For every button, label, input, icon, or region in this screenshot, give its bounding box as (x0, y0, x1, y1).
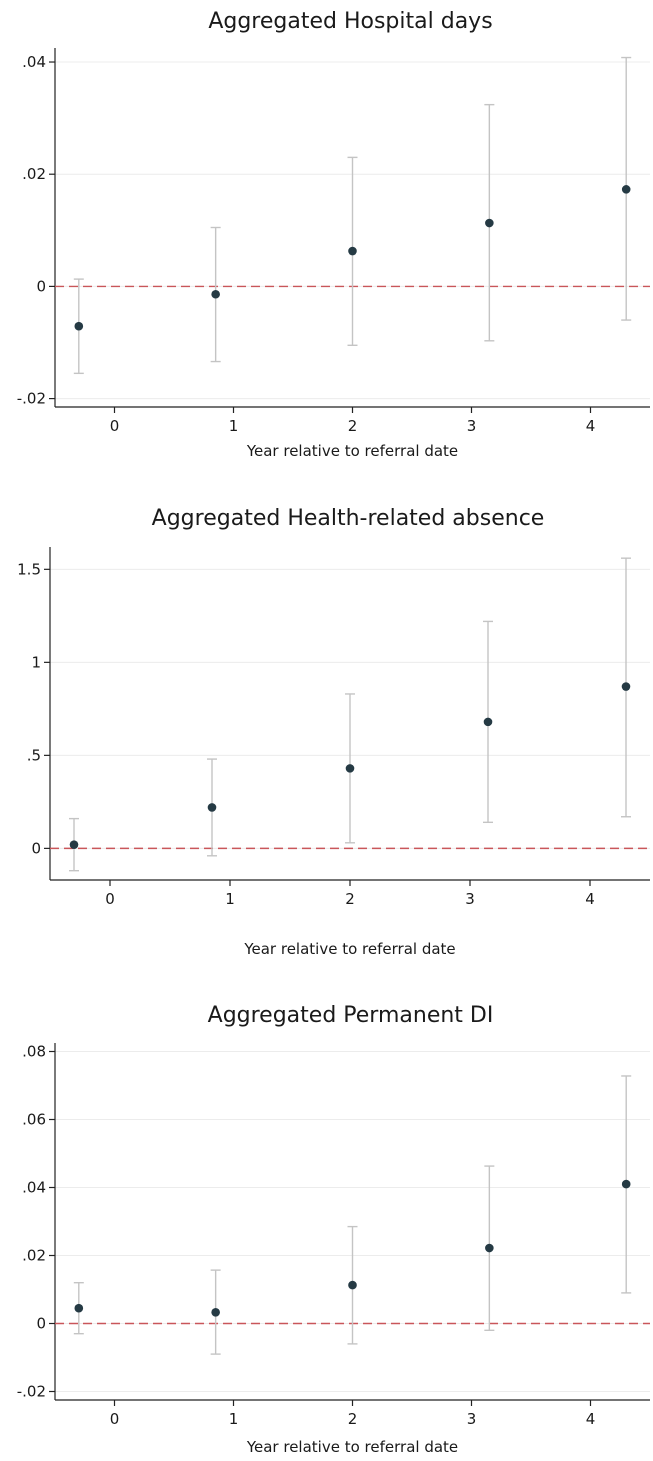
chart-3-data-point (348, 1280, 357, 1290)
chart-2-x-tick-label: 2 (345, 890, 355, 908)
chart-3-title: Aggregated Permanent DI (208, 1003, 494, 1028)
chart-2-y-tick-label: 1.5 (17, 560, 41, 578)
chart-3-x-tick-label: 2 (348, 1410, 358, 1428)
chart-2-y-tick-label: .5 (27, 746, 41, 764)
chart-1-y-tick-label: .04 (22, 53, 46, 71)
chart-3-y-tick-label: 0 (36, 1315, 46, 1333)
chart-3-x-tick-label: 3 (467, 1410, 477, 1428)
chart-2-x-tick-label: 4 (585, 890, 595, 908)
chart-3-x-tick-label: 1 (229, 1410, 239, 1428)
chart-3-x-tick-label: 4 (586, 1410, 596, 1428)
chart-2-y-tick-label: 0 (31, 839, 41, 857)
chart-1-data-point (621, 185, 631, 194)
chart-2-x-tick-label: 3 (465, 890, 475, 908)
chart-3-data-point (621, 1179, 631, 1189)
chart-2-y-tick-label: 1 (31, 653, 41, 671)
chart-1-data-point (348, 246, 357, 256)
chart-1-data-point (485, 218, 494, 228)
chart-1-x-tick-label: 0 (110, 417, 120, 435)
chart-2-data-point (207, 803, 217, 812)
chart-2-data-point (345, 764, 355, 773)
chart-3-y-tick-label: .04 (22, 1179, 46, 1197)
chart-3-x-tick-label: 0 (110, 1410, 120, 1428)
chart-3-data-point (74, 1303, 84, 1313)
chart-2-data-point (69, 840, 79, 849)
chart-1-data-point (211, 289, 220, 299)
chart-1-x-axis-label: Year relative to referral date (246, 442, 458, 460)
chart-3-y-tick-label: -.02 (17, 1383, 46, 1401)
chart-3-data-point (485, 1243, 494, 1253)
chart-2-data-point (483, 717, 493, 727)
chart-1-y-tick-label: -.02 (17, 390, 46, 408)
chart-2-title: Aggregated Health-related absence (152, 506, 545, 531)
chart-1-data-point (74, 321, 84, 331)
chart-1-x-tick-label: 2 (348, 417, 358, 435)
chart-1-y-tick-label: 0 (36, 277, 46, 295)
chart-3-data-point (211, 1307, 220, 1317)
chart-1-x-tick-label: 1 (229, 417, 239, 435)
chart-2-x-tick-label: 1 (225, 890, 235, 908)
chart-1-title: Aggregated Hospital days (208, 9, 492, 34)
chart-1-x-tick-label: 3 (467, 417, 477, 435)
chart-3-x-axis-label: Year relative to referral date (246, 1438, 458, 1456)
chart-2-x-axis-label: Year relative to referral date (243, 940, 455, 958)
chart-3-y-tick-label: .02 (22, 1247, 46, 1265)
chart-3-y-tick-label: .08 (22, 1043, 46, 1061)
chart-2-x-tick-label: 0 (105, 890, 115, 908)
chart-3-y-tick-label: .06 (22, 1111, 46, 1129)
chart-1-x-tick-label: 4 (586, 417, 596, 435)
chart-2-data-point (621, 682, 631, 691)
chart-1-y-tick-label: .02 (22, 165, 46, 183)
